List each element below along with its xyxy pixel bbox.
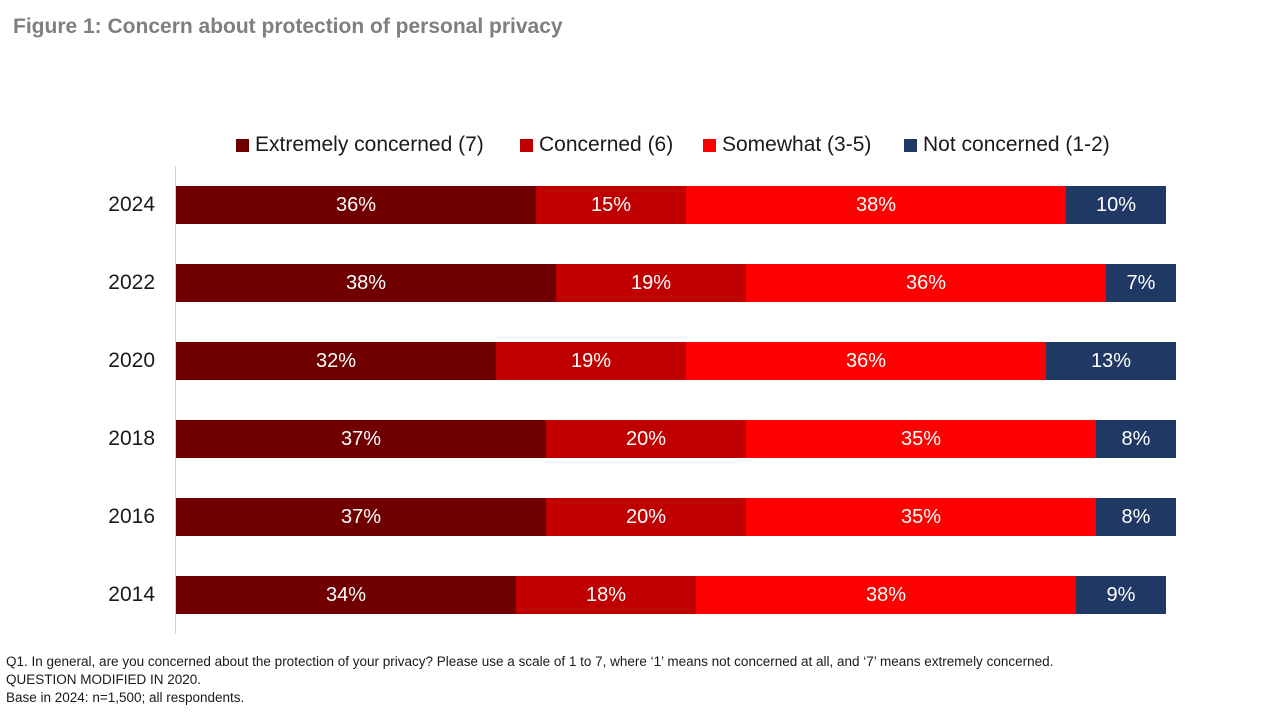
footnote-base: Base in 2024: n=1,500; all respondents. (6, 690, 245, 705)
category-label: 2020 (108, 349, 155, 372)
legend-swatch (904, 139, 917, 152)
bar-segment: 18% (516, 576, 696, 614)
chart-title: Figure 1: Concern about protection of pe… (13, 15, 563, 38)
bar-segment: 20% (546, 498, 746, 536)
bar-segment: 7% (1106, 264, 1176, 302)
legend-label: Concerned (6) (539, 133, 674, 156)
bar-segment: 36% (686, 342, 1046, 380)
bar-segment: 20% (546, 420, 746, 458)
bar-segment: 19% (556, 264, 746, 302)
bar-segment: 38% (686, 186, 1066, 224)
bar-segment: 10% (1066, 186, 1166, 224)
footnote-question: Q1. In general, are you concerned about … (6, 654, 1054, 669)
bar-segment: 37% (176, 498, 546, 536)
bar-segment: 13% (1046, 342, 1176, 380)
bar-segment: 34% (176, 576, 516, 614)
bar-segment: 37% (176, 420, 546, 458)
legend-swatch (236, 139, 249, 152)
category-label: 2018 (108, 427, 155, 450)
bar-segment: 36% (176, 186, 536, 224)
bar-segment: 9% (1076, 576, 1166, 614)
bar-segment: 8% (1096, 420, 1176, 458)
legend-label: Not concerned (1-2) (923, 133, 1110, 156)
bar-segment: 36% (746, 264, 1106, 302)
bar-segment: 38% (176, 264, 556, 302)
footnote-modified: QUESTION MODIFIED IN 2020. (6, 672, 202, 687)
category-label: 2024 (108, 193, 155, 216)
legend-swatch (703, 139, 716, 152)
category-axis-line (175, 166, 176, 634)
legend-label: Extremely concerned (7) (255, 133, 484, 156)
footnote: Q1. In general, are you concerned about … (6, 653, 1053, 707)
category-label: 2016 (108, 505, 155, 528)
bar-segment: 38% (696, 576, 1076, 614)
bar-segment: 8% (1096, 498, 1176, 536)
legend: Extremely concerned (7) Concerned (6) Some… (0, 132, 1280, 158)
legend-swatch (520, 139, 533, 152)
bar-segment: 32% (176, 342, 496, 380)
bar-segment: 35% (746, 420, 1096, 458)
category-label: 2014 (108, 583, 155, 606)
legend-label: Somewhat (3-5) (722, 133, 872, 156)
bar-segment: 35% (746, 498, 1096, 536)
bar-segment: 15% (536, 186, 686, 224)
category-label: 2022 (108, 271, 155, 294)
bar-segment: 19% (496, 342, 686, 380)
